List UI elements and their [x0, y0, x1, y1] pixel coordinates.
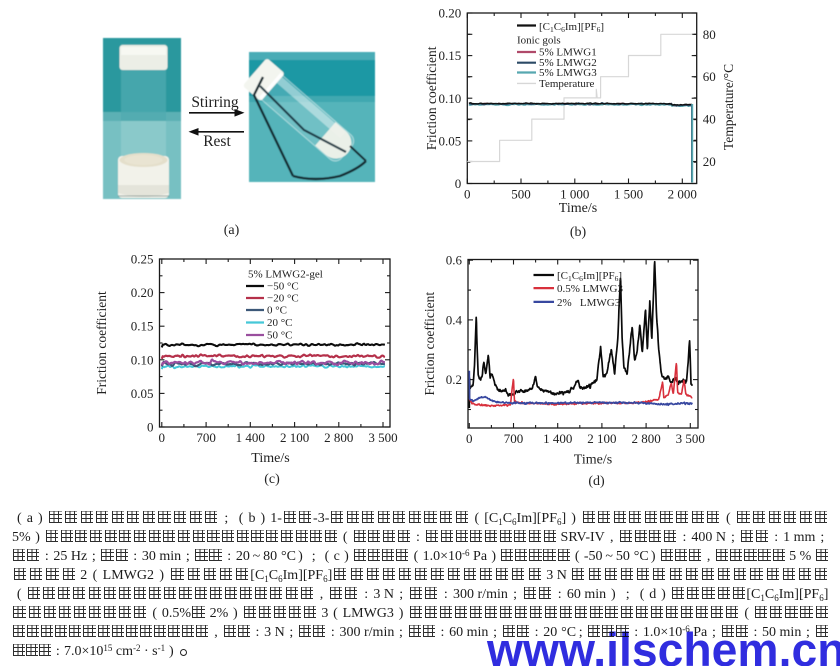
svg-text:40: 40: [703, 112, 716, 127]
svg-text:3 500: 3 500: [676, 431, 705, 446]
svg-text:2 100: 2 100: [587, 431, 616, 446]
svg-text:Temperature: Temperature: [539, 78, 595, 90]
svg-text:700: 700: [196, 430, 216, 445]
svg-text:0 °C: 0 °C: [267, 305, 287, 317]
svg-text:Friction coefficient: Friction coefficient: [422, 292, 437, 396]
svg-text:(b): (b): [570, 225, 587, 240]
svg-text:[C1C6Im][PF6]: [C1C6Im][PF6]: [557, 270, 622, 283]
svg-text:2 000: 2 000: [668, 187, 697, 202]
svg-text:5% LMWG2: 5% LMWG2: [539, 57, 597, 69]
svg-text:0: 0: [147, 420, 154, 435]
svg-text:0.4: 0.4: [446, 312, 463, 327]
svg-text:50 °C: 50 °C: [267, 330, 293, 342]
svg-text:0.10: 0.10: [439, 91, 462, 106]
svg-text:0: 0: [159, 430, 166, 445]
svg-text:0.15: 0.15: [131, 319, 154, 334]
svg-text:Ionic gols: Ionic gols: [517, 35, 561, 47]
svg-text:1 400: 1 400: [543, 431, 572, 446]
svg-text:Time/s: Time/s: [559, 201, 597, 216]
svg-text:0.15: 0.15: [439, 48, 462, 63]
svg-text:0.05: 0.05: [439, 133, 462, 148]
svg-text:0.2: 0.2: [446, 372, 462, 387]
svg-text:5% LMWG1: 5% LMWG1: [539, 47, 597, 59]
svg-text:−50 °C: −50 °C: [267, 281, 299, 293]
svg-text:500: 500: [511, 187, 531, 202]
svg-text:Time/s: Time/s: [574, 453, 612, 468]
svg-text:0.10: 0.10: [131, 352, 154, 367]
svg-text:0.05: 0.05: [131, 386, 154, 401]
svg-text:1 400: 1 400: [236, 430, 265, 445]
svg-text:0: 0: [464, 187, 471, 202]
svg-text:Rest: Rest: [203, 133, 231, 150]
svg-text:(a): (a): [224, 223, 240, 238]
svg-text:2 100: 2 100: [280, 430, 309, 445]
svg-text:20 °C: 20 °C: [267, 317, 293, 329]
svg-text:3 500: 3 500: [368, 430, 397, 445]
svg-text:Stirring: Stirring: [191, 94, 239, 111]
svg-text:5% LMWG2-gel: 5% LMWG2-gel: [248, 269, 323, 281]
svg-text:Friction coefficient: Friction coefficient: [94, 291, 109, 395]
svg-text:0.25: 0.25: [131, 252, 154, 267]
svg-text:0.6: 0.6: [446, 253, 463, 268]
svg-text:20: 20: [703, 154, 716, 169]
svg-text:80: 80: [703, 27, 716, 42]
svg-text:Time/s: Time/s: [251, 451, 289, 466]
svg-text:5% LMWG3: 5% LMWG3: [539, 67, 597, 79]
svg-text:0: 0: [455, 176, 462, 191]
svg-text:0.20: 0.20: [131, 285, 154, 300]
svg-text:2 800: 2 800: [324, 430, 353, 445]
svg-text:0.20: 0.20: [439, 6, 462, 21]
svg-text:60: 60: [703, 69, 716, 84]
svg-text:1 500: 1 500: [614, 187, 643, 202]
svg-text:2 800: 2 800: [631, 431, 660, 446]
svg-text:Temperature/°C: Temperature/°C: [721, 64, 736, 150]
svg-text:2% LMWG3: 2% LMWG3: [557, 297, 621, 309]
svg-text:1 000: 1 000: [560, 187, 589, 202]
svg-text:700: 700: [504, 431, 524, 446]
svg-text:(d): (d): [588, 474, 605, 489]
svg-text:(c): (c): [264, 472, 280, 487]
svg-text:0: 0: [466, 431, 473, 446]
svg-text:Friction coefficient: Friction coefficient: [424, 46, 439, 150]
svg-text:[C1C6Im][PF6]: [C1C6Im][PF6]: [539, 21, 604, 34]
svg-text:0.5% LMWG3: 0.5% LMWG3: [557, 283, 623, 295]
svg-text:−20 °C: −20 °C: [267, 293, 299, 305]
